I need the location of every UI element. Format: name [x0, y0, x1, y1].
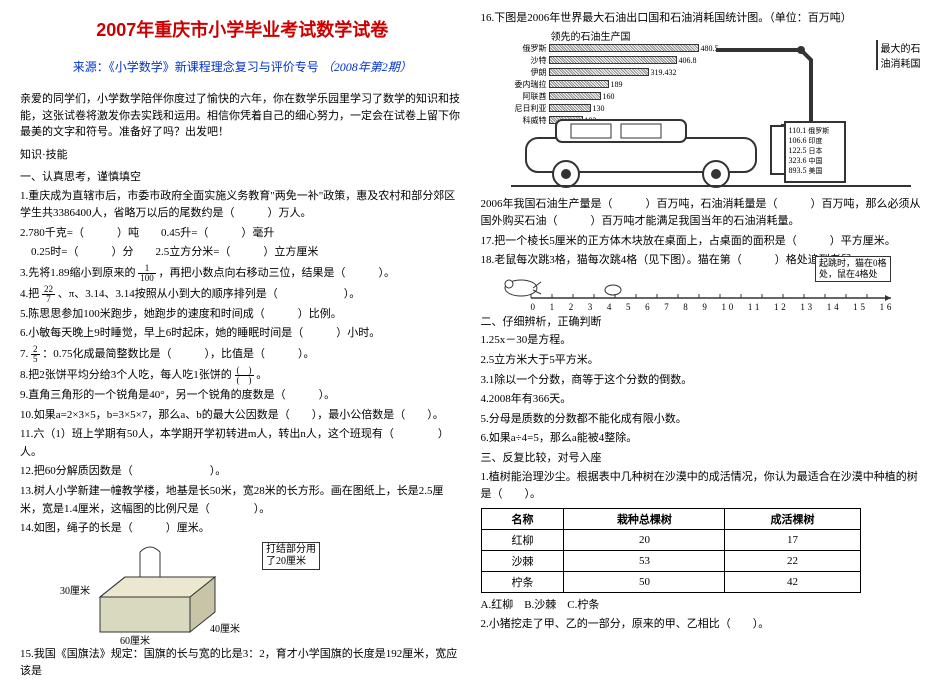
fraction-2-5: 25: [31, 345, 40, 364]
judge-5: 5.分母是质数的分数都不能化成有限小数。: [481, 411, 926, 429]
page-title: 2007年重庆市小学毕业考试数学试卷: [20, 16, 465, 42]
judge-3: 3.1除以一个分数，商等于这个分数的倒数。: [481, 372, 926, 390]
pump-row: 106.6 印度: [789, 136, 830, 146]
question-2b: 0.25时=（ ）分 2.5立方分米=（ ）立方厘米: [20, 244, 465, 262]
pump-val: 893.5: [789, 166, 807, 175]
judge-4: 4.2008年有366天。: [481, 391, 926, 409]
question-16-after: 2006年我国石油生产量是（ ）百万吨，石油消耗量是（ ）百万吨，那么必须从国外…: [481, 196, 926, 231]
question-17: 17.把一个棱长5厘米的正方体木块放在桌面上，占桌面的面积是（ ）平方厘米。: [481, 233, 926, 251]
dim-30: 30厘米: [60, 582, 90, 597]
question-3: 3.先将1.89缩小到原来的 1100 ，再把小数点向右移动三位，结果是（ ）。: [20, 264, 465, 283]
choice-1-opts: A.红柳 B.沙棘 C.柠条: [481, 597, 926, 615]
section-1-head: 一、认真思考，谨慎填空: [20, 169, 465, 186]
q7-text-b: ：0.75化成最简整数比是（ ），比值是（ ）。: [42, 348, 314, 360]
pump-sub: 印度: [809, 137, 823, 145]
dim-60: 60厘米: [120, 632, 150, 647]
th-alive: 成活棵树: [725, 508, 860, 529]
fraction-1-100: 1100: [138, 264, 156, 283]
cell: 柠条: [481, 571, 564, 592]
question-13: 13.树人小学新建一幢教学楼，地基是长50米，宽28米的长方形。画在图纸上，长是…: [20, 483, 465, 518]
question-7: 7. 25 ：0.75化成最简整数比是（ ），比值是（ ）。: [20, 345, 465, 364]
q8-text-a: 8.把2张饼平均分给3个人吃，每人吃1张饼的: [20, 369, 232, 381]
source-prefix: 来源：《小学数学》新课程理念复习与评价专号: [73, 60, 319, 74]
choice-2: 2.小猪挖走了甲、乙的一部分，原来的甲、乙相比（ ）。: [481, 616, 926, 634]
fraction-22-7: 227: [42, 285, 55, 304]
q3-text-b: ，再把小数点向右移动三位，结果是（ ）。: [159, 267, 396, 279]
section-3-head: 三、反复比较，对号入座: [481, 450, 926, 467]
box-figure: 打结部分用 了20厘米 30厘米 60厘米 40厘米: [60, 542, 320, 642]
table-row: 红柳 20 17: [481, 529, 860, 550]
pump-row: 110.1 俄罗斯: [789, 126, 830, 136]
cell: 42: [725, 571, 860, 592]
q4-text-b: 、π、3.14、3.14按照从小到大的顺序排列是（ ）。: [58, 288, 361, 300]
question-4: 4.把 227 、π、3.14、3.14按照从小到大的顺序排列是（ ）。: [20, 285, 465, 304]
cell: 53: [564, 550, 725, 571]
pump-sub: 俄罗斯: [808, 127, 829, 135]
table-row: 柠条 50 42: [481, 571, 860, 592]
pump-row: 122.5 日本: [789, 146, 830, 156]
cat-note: 起跳时，猫在0格 处，鼠在4格处: [815, 256, 891, 282]
fraction-blank: ( )( ): [235, 366, 254, 385]
question-16: 16.下图是2006年世界最大石油出口国和石油消耗国统计图。（单位：百万吨）: [481, 10, 926, 28]
th-total: 栽种总棵树: [564, 508, 725, 529]
q7-text-a: 7.: [20, 348, 28, 360]
pump-sub: 中国: [809, 157, 823, 165]
question-15: 15.我国《国旗法》规定：国旗的长与宽的比是3：2，育才小学国旗的长度是192厘…: [20, 646, 465, 681]
intro-label: 知识·技能: [20, 147, 465, 164]
knot-label: 打结部分用 了20厘米: [262, 542, 320, 570]
question-11: 11.六（1）班上学期有50人，本学期开学初转进m人，转出n人，这个班现有（ ）…: [20, 426, 465, 461]
question-6: 6.小敏每天晚上9时睡觉，早上6时起床，她的睡眠时间是（ ）小时。: [20, 325, 465, 343]
question-9: 9.直角三角形的一个锐角是40°，另一个锐角的度数是（ ）。: [20, 387, 465, 405]
car-pump-svg: [501, 30, 921, 190]
pump-row: 323.6 中国: [789, 156, 830, 166]
cell: 22: [725, 550, 860, 571]
tree-table: 名称 栽种总棵树 成活棵树 红柳 20 17 沙棘 53 22 柠条 50 42: [481, 508, 861, 593]
dim-40: 40厘米: [210, 620, 240, 635]
table-row: 沙棘 53 22: [481, 550, 860, 571]
source-issue: （2008年第2期）: [322, 60, 412, 74]
section-2-head: 二、仔细辨析，正确判断: [481, 314, 926, 331]
question-1: 1.重庆成为直辖市后，市委市政府全面实施义务教育"两免一补"政策，惠及农村和部分…: [20, 188, 465, 223]
judge-6: 6.如果a÷4=5，那么a能被4整除。: [481, 430, 926, 448]
pump-sub: 美国: [809, 167, 823, 175]
cell: 沙棘: [481, 550, 564, 571]
choice-1: 1.植树能治理沙尘。根据表中几种树在沙漠中的成活情况，你认为最适合在沙漠中种植的…: [481, 469, 926, 504]
pump-val: 106.6: [789, 136, 807, 145]
th-name: 名称: [481, 508, 564, 529]
oil-chart: 领先的石油生产国 最大的石 油消耗国 俄罗斯480.5沙特406.8伊朗319.…: [501, 30, 921, 190]
intro-paragraph: 亲爱的同学们，小学数学陪伴你度过了愉快的六年，你在数学乐园里学习了数学的知识和技…: [20, 91, 465, 141]
q3-text-a: 3.先将1.89缩小到原来的: [20, 267, 136, 279]
numline-ticks: 0 1 2 3 4 5 6 7 8 9 10 11 12 13 14 15 16: [531, 300, 895, 313]
number-line-figure: 起跳时，猫在0格 处，鼠在4格处 0 1 2 3 4 5 6 7 8 9 10 …: [501, 272, 901, 312]
source-line: 来源：《小学数学》新课程理念复习与评价专号 （2008年第2期）: [20, 58, 465, 75]
cell: 50: [564, 571, 725, 592]
question-8: 8.把2张饼平均分给3个人吃，每人吃1张饼的 ( )( ) 。: [20, 366, 465, 385]
judge-2: 2.5立方米大于5平方米。: [481, 352, 926, 370]
pump-sub: 日本: [809, 147, 823, 155]
judge-1: 1.25x－30是方程。: [481, 332, 926, 350]
cell: 20: [564, 529, 725, 550]
pump-row: 893.5 美国: [789, 166, 830, 176]
q8-text-b: 。: [256, 369, 267, 381]
question-10: 10.如果a=2×3×5，b=3×5×7，那么a、b的最大公因数是（ ），最小公…: [20, 407, 465, 425]
cell: 17: [725, 529, 860, 550]
question-14: 14.如图，绳子的长是（ ）厘米。: [20, 520, 465, 538]
pump-val: 323.6: [789, 156, 807, 165]
cell: 红柳: [481, 529, 564, 550]
q4-text-a: 4.把: [20, 288, 39, 300]
pump-val: 122.5: [789, 146, 807, 155]
pump-val: 110.1: [789, 126, 807, 135]
table-row: 名称 栽种总棵树 成活棵树: [481, 508, 860, 529]
question-12: 12.把60分解质因数是（ ）。: [20, 463, 465, 481]
question-5: 5.陈思思参加100米跑步，她跑步的速度和时间成（ ）比例。: [20, 306, 465, 324]
question-2a: 2.780千克=（ ）吨 0.45升=（ ）毫升: [20, 225, 465, 243]
